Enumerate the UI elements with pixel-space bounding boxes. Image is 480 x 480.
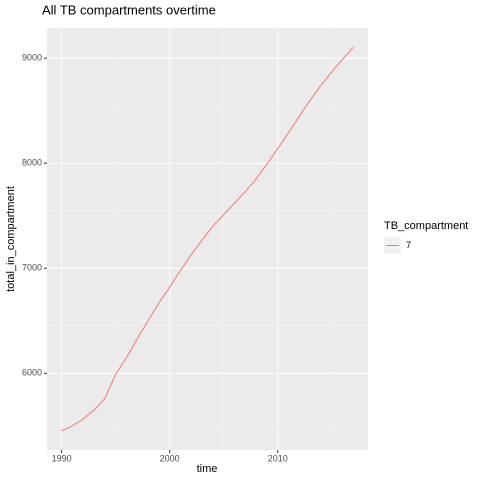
- legend-label: 7: [406, 240, 411, 250]
- x-axis-title: time: [197, 463, 218, 475]
- y-tick-label: 8000: [22, 158, 42, 168]
- legend-title: TB_compartment: [384, 220, 468, 232]
- y-tick-label: 9000: [22, 53, 42, 63]
- x-tick-label: 1990: [52, 453, 72, 463]
- panel: [47, 28, 368, 450]
- y-axis-title: total_in_compartment: [5, 186, 17, 292]
- line: [61, 46, 354, 432]
- y-tick-label: 6000: [22, 368, 42, 378]
- x-tick-label: 2010: [268, 453, 288, 463]
- y-tick-label: 7000: [22, 263, 42, 273]
- chart-title: All TB compartments overtime: [42, 2, 216, 17]
- x-tick-label: 2000: [160, 453, 180, 463]
